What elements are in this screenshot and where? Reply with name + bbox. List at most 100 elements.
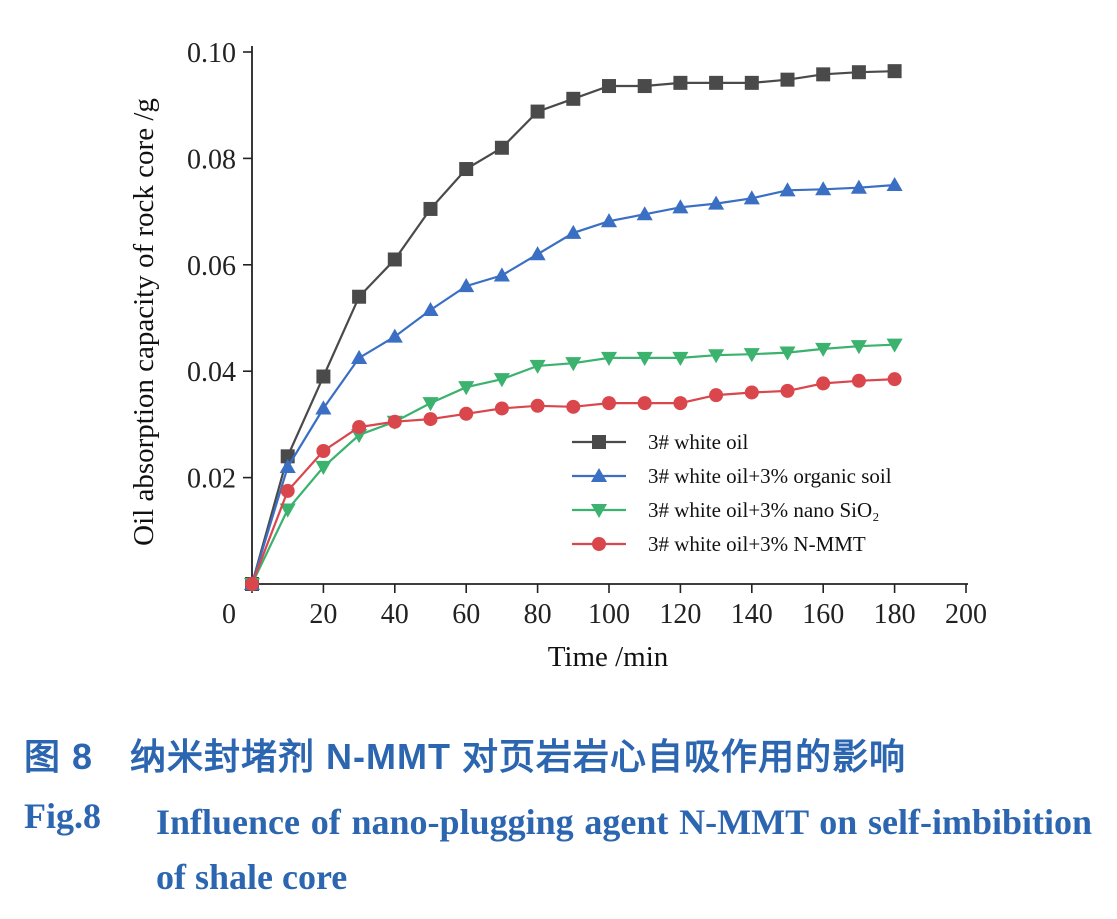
data-point	[422, 397, 439, 412]
data-point	[672, 199, 689, 214]
legend-marker	[592, 435, 606, 449]
data-point	[458, 381, 475, 396]
axes: 0 20 40 60 80 100 120 140 160 180 200 0.02 0.04 0.06 0…	[128, 38, 987, 673]
data-point	[709, 388, 724, 403]
data-point	[565, 357, 582, 372]
legend-label: 3# white oil+3% N-MMT	[648, 532, 866, 556]
x-tick-label: 0	[222, 599, 236, 630]
data-point	[315, 460, 332, 476]
y-tick-label: 0.06	[187, 251, 236, 282]
figure-caption-chinese: 图 8 纳米封堵剂 N-MMT 对页岩岩心自吸作用的影响	[24, 736, 906, 777]
data-point	[780, 383, 795, 398]
data-point	[636, 206, 653, 221]
data-point	[387, 414, 402, 429]
data-point	[850, 340, 867, 355]
data-point	[566, 399, 581, 414]
data-point	[815, 181, 832, 196]
data-point	[386, 328, 403, 343]
series-1	[243, 176, 903, 591]
data-point	[673, 396, 688, 411]
data-point	[494, 401, 509, 416]
data-point	[886, 338, 903, 353]
series-0	[245, 64, 902, 591]
y-axis-title: Oil absorption capacity of rock core /g	[128, 98, 160, 546]
data-point	[245, 577, 259, 591]
chart: 0 20 40 60 80 100 120 140 160 180 200 0.02 0.04 0.06 0…	[128, 38, 987, 673]
data-point	[315, 400, 332, 415]
data-point	[530, 398, 545, 413]
x-tick-label: 40	[381, 599, 409, 630]
data-point	[279, 503, 296, 518]
data-point	[493, 267, 510, 282]
figure-caption-label: Fig.8	[24, 796, 101, 836]
data-point	[779, 346, 796, 361]
data-point	[529, 359, 546, 374]
data-point	[352, 420, 367, 435]
data-point	[779, 182, 796, 197]
data-point	[387, 252, 402, 267]
data-point	[351, 349, 368, 364]
legend-label: 3# white oil+3% organic soil	[648, 464, 892, 488]
data-point	[708, 349, 725, 364]
y-tick-label: 0.04	[187, 357, 236, 388]
data-point	[744, 75, 759, 90]
data-point	[316, 444, 331, 458]
data-point	[423, 412, 438, 427]
data-point	[459, 406, 474, 421]
data-point	[743, 190, 760, 205]
x-tick-label: 180	[874, 599, 916, 630]
data-point	[529, 246, 546, 261]
data-point	[708, 195, 725, 210]
data-point	[850, 179, 867, 194]
data-point	[602, 79, 616, 94]
data-point	[851, 373, 866, 388]
data-point	[530, 104, 545, 119]
data-point	[493, 373, 510, 388]
x-tick-label: 200	[945, 599, 987, 630]
data-point	[744, 385, 759, 400]
data-point	[423, 201, 438, 216]
series-layer	[243, 64, 903, 593]
data-point	[566, 91, 581, 106]
x-tick-label: 20	[309, 599, 337, 630]
data-point	[816, 376, 831, 391]
data-point	[673, 75, 688, 90]
x-tick-label: 160	[802, 599, 844, 630]
series-line	[250, 183, 895, 585]
data-point	[672, 351, 689, 366]
data-point	[280, 483, 295, 498]
data-point	[816, 67, 831, 82]
data-point	[458, 278, 475, 293]
series-2	[243, 338, 903, 593]
x-tick-label: 120	[659, 599, 701, 630]
legend-marker	[590, 503, 608, 519]
data-point	[422, 301, 439, 317]
data-point	[316, 369, 331, 384]
legend-label: 3# white oil+3% nano SiO₂	[648, 498, 879, 522]
data-point	[279, 458, 296, 473]
data-point	[886, 176, 903, 192]
legend-label: 3# white oil	[648, 430, 748, 454]
data-point	[851, 65, 866, 80]
data-point	[565, 224, 582, 239]
x-tick-label: 140	[731, 599, 773, 630]
data-point	[636, 351, 653, 366]
legend-marker	[590, 467, 608, 483]
data-point	[743, 348, 760, 363]
data-point	[459, 162, 474, 177]
data-point	[637, 79, 652, 94]
legend-marker	[592, 537, 606, 551]
data-point	[602, 396, 616, 411]
data-point	[815, 342, 832, 357]
x-tick-label: 100	[588, 599, 630, 630]
legend: 3# white oil 3# white oil+3% organic soil…	[572, 430, 892, 556]
x-tick-label: 60	[452, 599, 480, 630]
data-point	[780, 72, 795, 87]
data-point	[600, 213, 618, 228]
x-tick-label: 80	[524, 599, 552, 630]
figure-caption-english: Influence of nano-plugging agent N-MMT o…	[156, 802, 1092, 897]
data-point	[352, 289, 367, 304]
data-point	[887, 64, 902, 79]
data-point	[494, 140, 509, 155]
y-tick-label: 0.10	[187, 38, 236, 69]
